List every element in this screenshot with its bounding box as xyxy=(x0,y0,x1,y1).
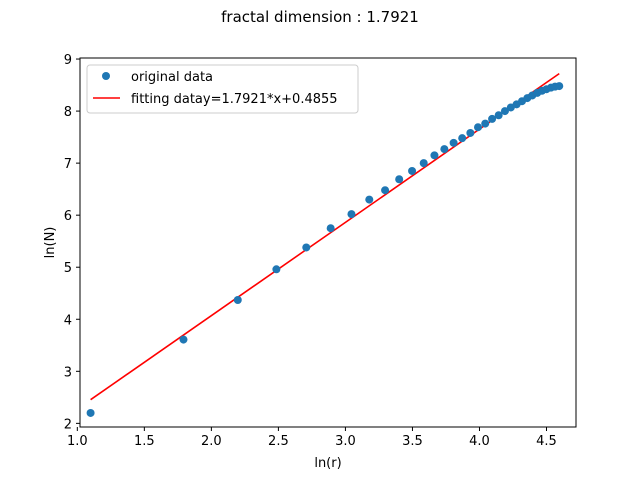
data-point xyxy=(365,195,374,204)
data-point xyxy=(488,114,497,123)
x-tick-label: 4.5 xyxy=(536,434,557,449)
plot-area xyxy=(86,72,564,417)
data-point xyxy=(466,128,475,137)
data-point xyxy=(494,111,503,120)
y-tick-label: 2 xyxy=(64,417,72,432)
data-point xyxy=(481,119,490,128)
y-tick-label: 5 xyxy=(64,261,72,276)
legend-box xyxy=(86,64,359,114)
data-point xyxy=(449,138,458,147)
x-tick-label: 2.0 xyxy=(201,434,222,449)
data-point xyxy=(86,408,95,417)
data-point xyxy=(408,166,417,175)
legend-label-original: original data xyxy=(131,70,213,85)
x-tick-label: 4.0 xyxy=(469,434,490,449)
data-point xyxy=(430,151,439,160)
data-point xyxy=(179,335,188,344)
x-tick-label: 3.5 xyxy=(402,434,423,449)
y-tick-label: 6 xyxy=(64,209,72,224)
data-point xyxy=(272,265,281,274)
y-tick-label: 8 xyxy=(64,105,72,120)
axis-ticks: 1.0 1.5 2.0 2.5 3.0 3.5 4.0 4.5 2 3 4 5 6 7 8 9 xyxy=(64,53,557,449)
data-point xyxy=(302,243,311,252)
data-point xyxy=(440,145,449,154)
data-point xyxy=(395,175,404,184)
data-point xyxy=(419,159,428,168)
y-tick-label: 3 xyxy=(64,365,72,380)
x-tick-label: 1.0 xyxy=(67,434,88,449)
y-tick-label: 4 xyxy=(64,313,72,328)
y-axis-label: ln(N) xyxy=(43,227,58,259)
data-point xyxy=(326,224,335,233)
x-tick-label: 2.5 xyxy=(268,434,289,449)
y-tick-label: 9 xyxy=(64,53,72,68)
legend-marker-original xyxy=(102,72,110,80)
data-point xyxy=(555,82,564,91)
chart-title: fractal dimension : 1.7921 xyxy=(221,8,419,26)
axes-frame xyxy=(79,57,577,428)
data-point xyxy=(474,123,483,132)
data-point xyxy=(347,210,356,219)
data-point xyxy=(500,107,509,116)
legend: original data fitting datay=1.7921*x+0.48… xyxy=(86,64,359,114)
data-point xyxy=(381,186,390,195)
legend-label-fit: fitting datay=1.7921*x+0.4855 xyxy=(131,92,338,107)
data-point xyxy=(458,134,467,143)
x-tick-label: 3.0 xyxy=(335,434,356,449)
data-point xyxy=(233,296,242,305)
x-tick-label: 1.5 xyxy=(134,434,155,449)
x-axis-label: ln(r) xyxy=(314,456,341,471)
y-tick-label: 7 xyxy=(64,157,72,172)
